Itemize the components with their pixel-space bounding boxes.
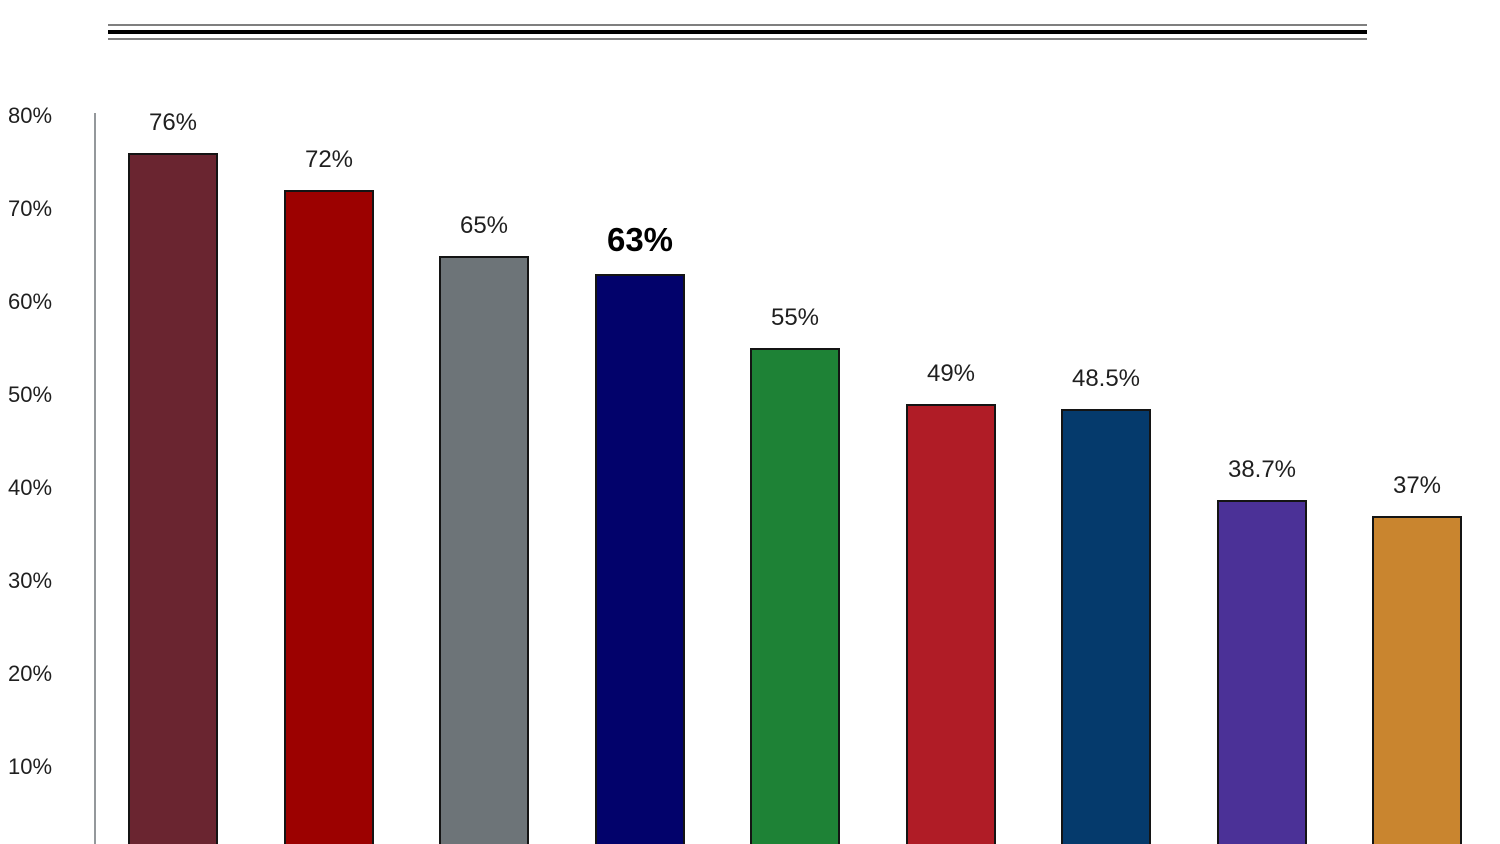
bar-value-label: 72%: [304, 146, 354, 173]
divider-middle-line: [108, 30, 1367, 34]
y-axis-tick-label: 30%: [8, 568, 53, 593]
divider-bottom-line: [108, 38, 1367, 40]
bar-segment-2: [284, 190, 374, 844]
bar-segment-3: [439, 256, 529, 844]
divider-top-line: [108, 24, 1367, 26]
bar-value-label: 65%: [459, 212, 509, 239]
bar-value-label: 76%: [148, 109, 198, 136]
bar-segment-5: [750, 348, 840, 844]
y-axis-tick-label: 80%: [8, 103, 53, 128]
bar-value-label: 48.5%: [1071, 365, 1141, 392]
y-axis-tick-label: 10%: [8, 754, 53, 779]
bar-segment-8: [1217, 500, 1307, 844]
bar-value-label: 55%: [770, 304, 820, 331]
y-axis-tick-label: 50%: [8, 382, 53, 407]
title-divider: [108, 24, 1367, 40]
y-axis-line: [94, 113, 96, 844]
bar-segment-6: [906, 404, 996, 844]
y-axis-tick-label: 40%: [8, 475, 53, 500]
bar-segment-7: [1061, 409, 1151, 844]
bar-value-label: 63%: [606, 221, 674, 258]
bar-value-label: 49%: [926, 360, 976, 387]
y-axis-tick-label: 60%: [8, 289, 53, 314]
bar-value-label: 37%: [1392, 472, 1442, 499]
bar-segment-4: [595, 274, 685, 844]
y-axis-tick-label: 20%: [8, 661, 53, 686]
bar-segment-1: [128, 153, 218, 844]
bar-value-label: 38.7%: [1227, 456, 1297, 483]
bar-segment-9: [1372, 516, 1462, 844]
y-axis-tick-label: 70%: [8, 196, 53, 221]
